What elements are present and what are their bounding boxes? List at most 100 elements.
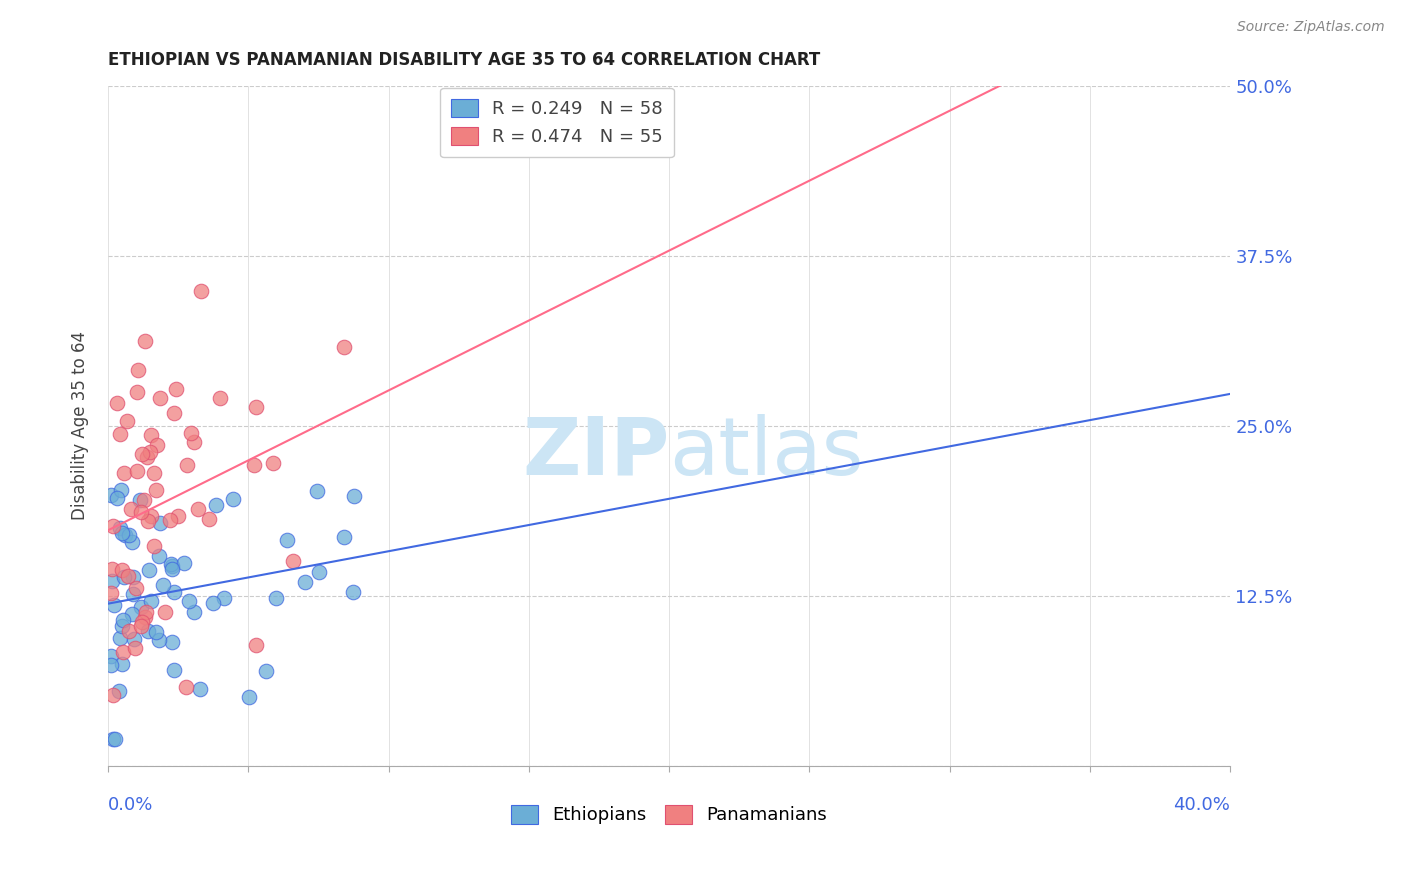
Legend: Ethiopians, Panamanians: Ethiopians, Panamanians (503, 798, 834, 831)
Y-axis label: Disability Age 35 to 64: Disability Age 35 to 64 (72, 331, 89, 520)
Point (333, 530, 356, 544)
Point (176, 680, 198, 694)
Point (187, 502, 209, 516)
Point (148, 549, 170, 564)
Point (118, 624, 141, 638)
Point (125, 582, 148, 596)
Point (125, 385, 148, 400)
Point (101, 518, 124, 533)
Point (127, 363, 149, 377)
Point (153, 606, 176, 620)
Text: Source: ZipAtlas.com: Source: ZipAtlas.com (1237, 20, 1385, 34)
Point (129, 599, 152, 614)
Point (160, 561, 183, 575)
Point (108, 631, 131, 645)
Point (305, 484, 328, 499)
Point (254, 664, 277, 678)
Point (205, 499, 228, 513)
Point (142, 539, 165, 553)
Point (245, 400, 267, 414)
Point (124, 640, 146, 655)
Point (160, 557, 183, 571)
Point (212, 591, 235, 605)
Point (129, 493, 152, 508)
Point (135, 605, 157, 619)
Text: ZIP: ZIP (522, 414, 669, 491)
Point (149, 391, 172, 405)
Point (163, 663, 186, 677)
Point (222, 491, 245, 506)
Point (165, 382, 187, 396)
Point (281, 554, 304, 568)
Point (105, 491, 128, 505)
Point (136, 514, 159, 528)
Point (146, 438, 169, 452)
Point (308, 565, 330, 579)
Point (162, 585, 184, 599)
Point (117, 569, 139, 583)
Point (103, 599, 125, 613)
Point (112, 570, 135, 584)
Text: 40.0%: 40.0% (1174, 797, 1230, 814)
Point (118, 528, 141, 542)
Point (111, 645, 134, 659)
Point (108, 520, 131, 534)
Point (122, 632, 145, 646)
Point (180, 425, 202, 440)
Point (183, 435, 205, 450)
Point (173, 556, 195, 570)
Text: atlas: atlas (669, 414, 863, 491)
Point (104, 731, 127, 746)
Point (117, 414, 139, 428)
Point (122, 587, 145, 601)
Point (276, 533, 298, 547)
Point (138, 445, 160, 459)
Point (101, 688, 124, 702)
Point (176, 458, 198, 472)
Point (243, 458, 266, 472)
Point (183, 605, 205, 619)
Point (101, 731, 124, 746)
Point (148, 633, 170, 648)
Point (132, 492, 155, 507)
Point (121, 607, 143, 622)
Point (129, 505, 152, 519)
Point (136, 624, 159, 639)
Point (111, 657, 134, 672)
Point (121, 535, 143, 549)
Point (131, 447, 153, 461)
Point (111, 563, 134, 577)
Point (134, 610, 156, 624)
Point (142, 466, 165, 480)
Point (152, 578, 174, 592)
Point (149, 516, 172, 530)
Text: 0.0%: 0.0% (108, 797, 153, 814)
Point (145, 624, 167, 639)
Point (114, 528, 136, 542)
Point (245, 638, 267, 652)
Point (107, 684, 129, 698)
Point (162, 559, 184, 574)
Point (160, 635, 183, 649)
Point (111, 619, 134, 633)
Point (266, 591, 288, 605)
Point (190, 284, 212, 298)
Point (111, 526, 134, 541)
Point (110, 483, 132, 498)
Point (139, 509, 162, 524)
Point (112, 466, 135, 480)
Point (139, 427, 162, 442)
Point (177, 594, 200, 608)
Point (100, 488, 122, 502)
Text: ETHIOPIAN VS PANAMANIAN DISABILITY AGE 35 TO 64 CORRELATION CHART: ETHIOPIAN VS PANAMANIAN DISABILITY AGE 3… (108, 51, 820, 69)
Point (294, 575, 316, 590)
Point (122, 569, 145, 583)
Point (100, 658, 122, 673)
Point (145, 483, 167, 497)
Point (134, 334, 156, 348)
Point (105, 396, 128, 410)
Point (159, 512, 181, 526)
Point (163, 406, 186, 420)
Point (342, 584, 364, 599)
Point (100, 648, 122, 663)
